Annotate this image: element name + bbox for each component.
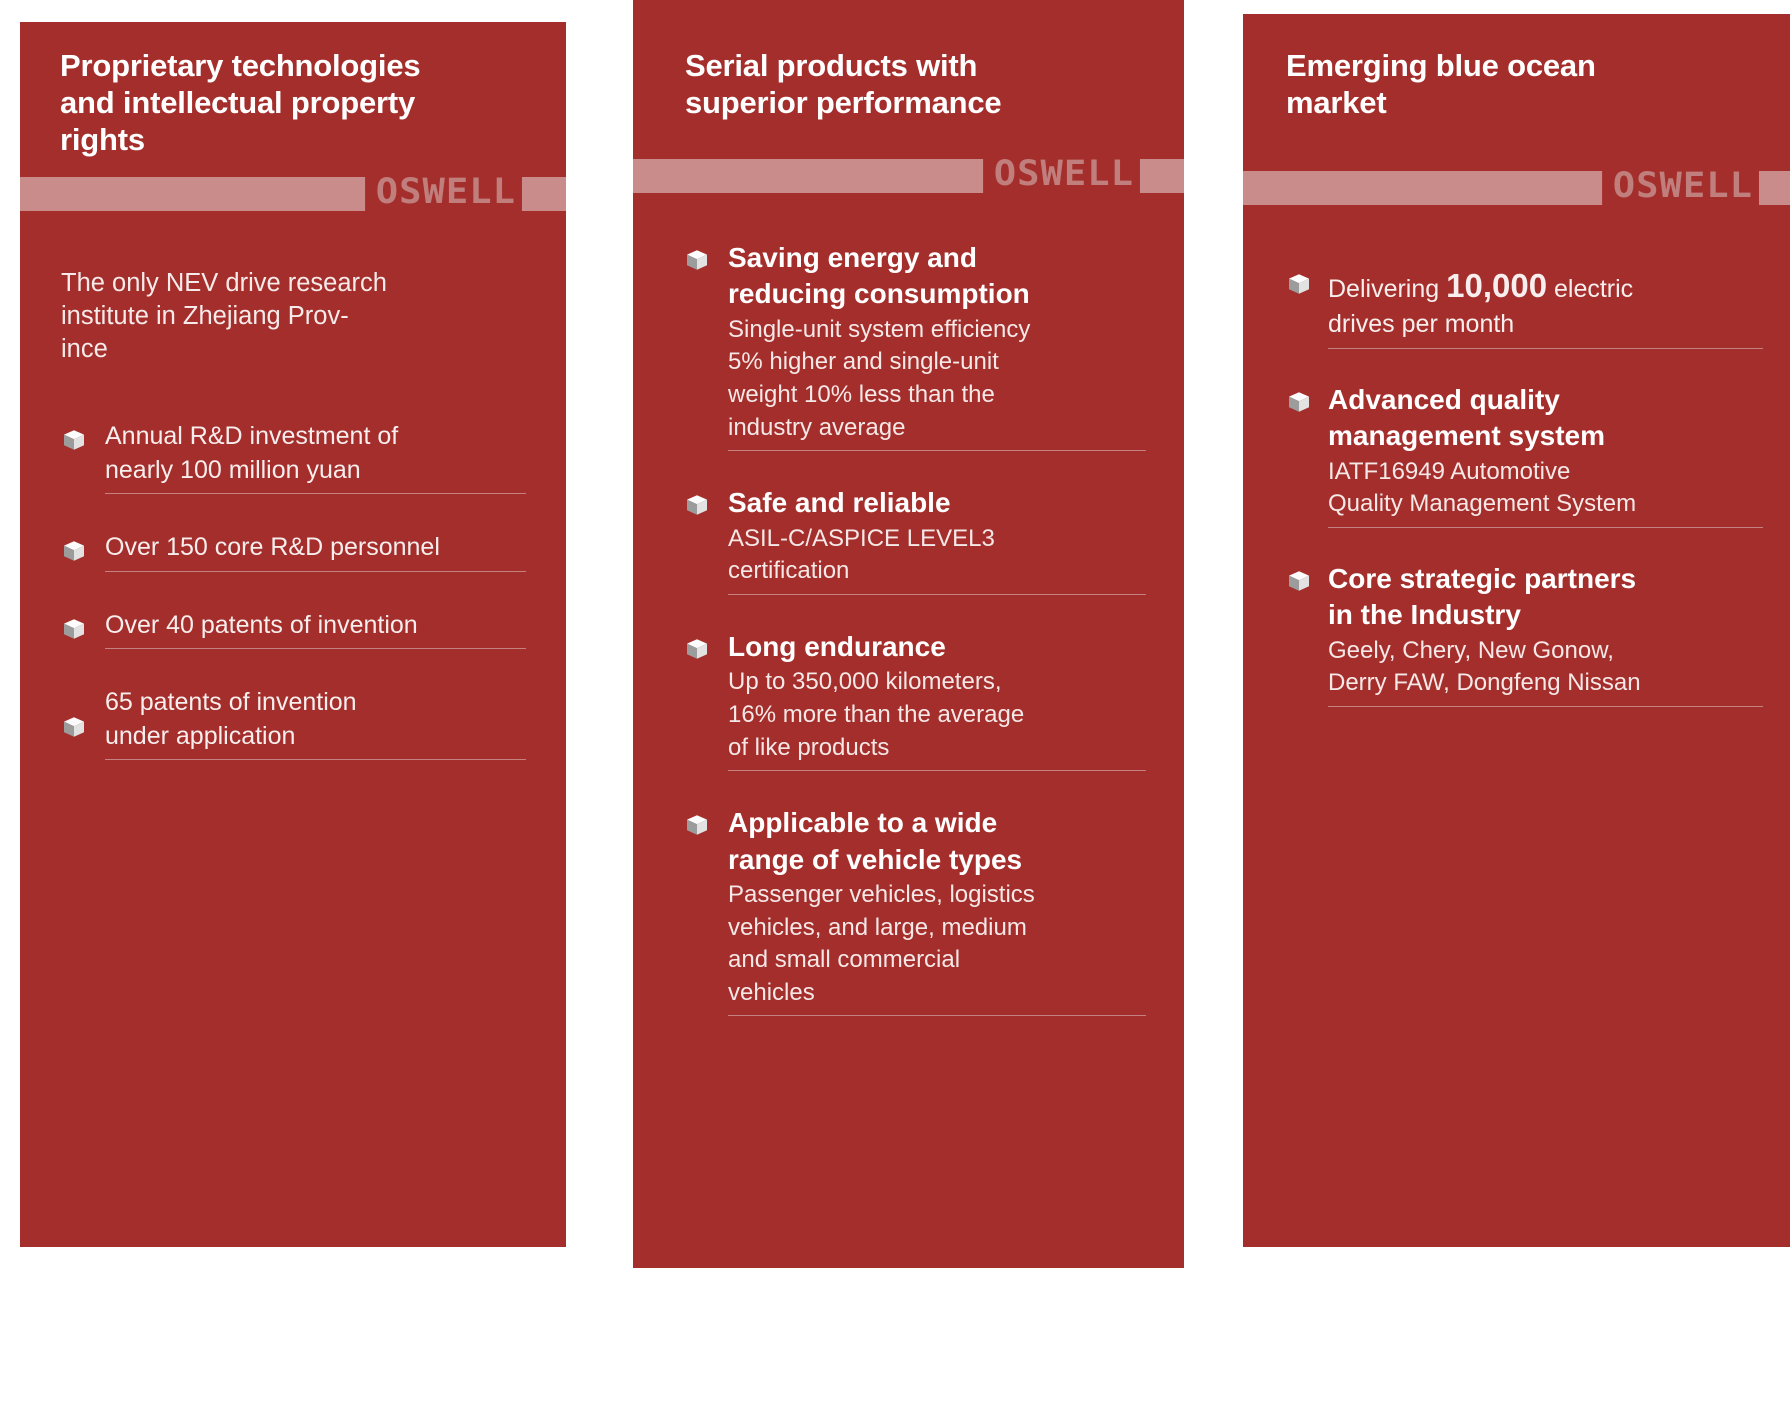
- bullet-separator: [105, 493, 526, 494]
- bullet-text: Annual R&D investment of nearly 100 mill…: [105, 422, 399, 484]
- bullet-description: Single-unit system efficiency 5% higher …: [728, 315, 1031, 441]
- bullet-heading: Core strategic partners in the Industry: [1328, 562, 1637, 631]
- bullet-description: ASIL-C/ASPICE LEVEL3 certification: [728, 524, 995, 585]
- cube-bullet-icon: [62, 617, 86, 641]
- bullet-body: Applicable to a wide range of vehicle ty…: [728, 805, 1146, 1023]
- oswell-logo-wordmark: OSWELL: [1601, 169, 1759, 205]
- bullet-description: IATF16949 Automotive Quality Management …: [1328, 457, 1637, 518]
- bullet-item: Long endurance Up to 350,000 kilometers, …: [685, 629, 1146, 778]
- bullet-body: Safe and reliable ASIL-C/ASPICE LEVEL3 ce…: [728, 485, 1146, 602]
- bullet-item: Over 150 core R&D personnel: [62, 531, 526, 579]
- panel-2-logo-band: OSWELL: [633, 157, 1184, 193]
- panel-1-bullet-list: Annual R&D investment of nearly 100 mill…: [62, 420, 526, 797]
- bullet-separator: [728, 1015, 1146, 1017]
- bullet-separator: [105, 648, 526, 649]
- bullet-item: Over 40 patents of invention: [62, 609, 526, 657]
- bullet-item: Saving energy and reducing consumption Si…: [685, 240, 1146, 458]
- bullet-body: Saving energy and reducing consumption Si…: [728, 240, 1146, 458]
- bullet-highlight-number: 10,000: [1446, 267, 1548, 304]
- panel-2-bullet-list: Saving energy and reducing consumption Si…: [685, 240, 1146, 1050]
- cube-bullet-icon: [685, 248, 709, 272]
- bullet-item: Applicable to a wide range of vehicle ty…: [685, 805, 1146, 1023]
- bullet-text: Over 40 patents of invention: [105, 610, 418, 639]
- panel-1-logo-band: OSWELL: [20, 175, 566, 211]
- cube-bullet-icon: [62, 428, 86, 452]
- cube-bullet-icon: [1287, 569, 1311, 593]
- panel-3-logo-band: OSWELL: [1243, 169, 1790, 205]
- bullet-description: Passenger vehicles, logistics vehicles, …: [728, 880, 1035, 1006]
- feature-panel-3: Emerging blue ocean market OSWELL Delive…: [1243, 14, 1790, 1247]
- bullet-text-segment: electric drives per month: [1328, 275, 1634, 339]
- bullet-heading: Long endurance: [728, 630, 946, 662]
- panel-3-title: Emerging blue ocean market: [1286, 48, 1596, 120]
- bullet-separator: [728, 593, 1146, 595]
- panel-1-lead-text: The only NEV drive research institute in…: [61, 269, 387, 364]
- cube-bullet-icon: [685, 637, 709, 661]
- bullet-separator: [728, 770, 1146, 772]
- cube-bullet-icon: [1287, 390, 1311, 414]
- cube-bullet-icon: [685, 813, 709, 837]
- bullet-text: 65 patents of invention under applicatio…: [105, 688, 357, 750]
- cube-bullet-icon: [62, 715, 86, 739]
- bullet-body: 65 patents of invention under applicatio…: [105, 686, 526, 767]
- bullet-heading: Safe and reliable: [728, 487, 951, 519]
- bullet-body: Over 40 patents of invention: [105, 609, 526, 657]
- bullet-separator: [105, 759, 526, 760]
- bullet-item: Safe and reliable ASIL-C/ASPICE LEVEL3 ce…: [685, 485, 1146, 602]
- bullet-separator: [1328, 705, 1763, 707]
- bullet-heading: Advanced quality management system: [1328, 383, 1606, 452]
- panel-2-title: Serial products with superior performanc…: [685, 48, 1002, 120]
- bullet-body: Long endurance Up to 350,000 kilometers, …: [728, 629, 1146, 778]
- bullet-description: Geely, Chery, New Gonow, Derry FAW, Dong…: [1328, 636, 1641, 697]
- bullet-body: Annual R&D investment of nearly 100 mill…: [105, 420, 526, 501]
- bullet-body: Advanced quality management system IATF16…: [1328, 382, 1763, 535]
- bullet-heading: Saving energy and reducing consumption: [728, 242, 1030, 310]
- bullet-text: Delivering 10,000 electric drives per mo…: [1328, 264, 1763, 342]
- bullet-text-segment: Delivering: [1328, 275, 1447, 303]
- feature-panel-2: Serial products with superior performanc…: [633, 0, 1184, 1268]
- bullet-item: Advanced quality management system IATF16…: [1287, 382, 1763, 535]
- bullet-item: Delivering 10,000 electric drives per mo…: [1287, 264, 1763, 356]
- bullet-separator: [1328, 526, 1763, 528]
- oswell-logo-wordmark: OSWELL: [982, 157, 1140, 193]
- bullet-description: Up to 350,000 kilometers, 16% more than …: [728, 668, 1025, 761]
- feature-panel-1: Proprietary technologies and intellectua…: [20, 22, 566, 1247]
- oswell-logo-wordmark: OSWELL: [364, 175, 522, 211]
- bullet-item: Core strategic partners in the Industry G…: [1287, 561, 1763, 714]
- bullet-separator: [728, 450, 1146, 452]
- bullet-separator: [105, 570, 526, 572]
- cube-bullet-icon: [685, 493, 709, 517]
- bullet-body: Delivering 10,000 electric drives per mo…: [1328, 264, 1763, 356]
- bullet-separator: [1328, 347, 1763, 349]
- bullet-item: 65 patents of invention under applicatio…: [62, 686, 526, 767]
- bullet-body: Over 150 core R&D personnel: [105, 531, 526, 579]
- panel-3-bullet-list: Delivering 10,000 electric drives per mo…: [1287, 264, 1763, 740]
- bullet-item: Annual R&D investment of nearly 100 mill…: [62, 420, 526, 501]
- cube-bullet-icon: [1287, 272, 1311, 296]
- bullet-text: Over 150 core R&D personnel: [105, 533, 440, 561]
- bullet-heading: Applicable to a wide range of vehicle ty…: [728, 807, 1023, 875]
- panel-1-title: Proprietary technologies and intellectua…: [60, 48, 421, 157]
- cube-bullet-icon: [62, 539, 86, 563]
- bullet-body: Core strategic partners in the Industry G…: [1328, 561, 1763, 714]
